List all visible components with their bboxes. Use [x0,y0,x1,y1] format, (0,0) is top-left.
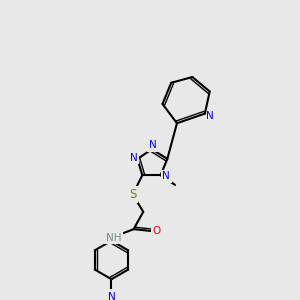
Text: N: N [149,140,157,150]
Text: S: S [129,188,136,201]
Text: NH: NH [106,233,121,243]
Text: N: N [163,171,170,181]
Text: N: N [206,110,214,121]
Text: N: N [130,153,137,163]
Text: N: N [108,292,116,300]
Text: O: O [153,226,161,236]
